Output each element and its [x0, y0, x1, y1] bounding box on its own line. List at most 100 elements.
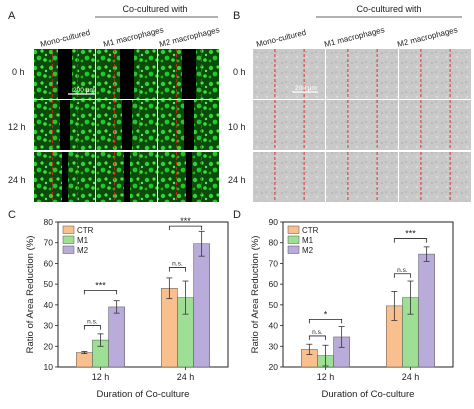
x-axis-label: Duration of Co-culture	[322, 389, 415, 400]
panel-a-wound-gap	[122, 100, 132, 150]
plot-frame	[282, 221, 454, 368]
significance-bracket	[308, 335, 326, 340]
panel-b-image	[399, 100, 471, 150]
legend-label: CTR	[77, 226, 94, 235]
significance-bracket	[168, 225, 203, 231]
significance-label: n.s.	[397, 267, 408, 274]
panel-b-image	[399, 49, 471, 99]
panel-a-wound-gap	[184, 100, 194, 150]
panel-a-wound-gap	[62, 152, 68, 202]
panel-a-wound-gap	[186, 152, 192, 202]
plot-frame	[57, 221, 229, 368]
panel-a-scale-bar: 200 μm	[73, 87, 95, 94]
panel-b-image	[326, 100, 398, 150]
panel-b-image	[326, 152, 398, 202]
panel-a-header: Co-cultured with	[122, 4, 187, 14]
significance-label: *	[324, 309, 328, 319]
y-tick-label: 60	[269, 279, 279, 289]
panel-a-wound-gap	[182, 49, 196, 99]
y-tick-label: 40	[269, 321, 279, 331]
y-tick-label: 30	[269, 341, 279, 351]
y-tick-label: 70	[269, 258, 279, 268]
panel-b-image	[399, 152, 471, 202]
x-tick-label: 24 h	[177, 372, 195, 382]
panel-b-row-label: 24 h	[228, 175, 246, 185]
x-tick-label: 12 h	[92, 372, 110, 382]
significance-bracket	[168, 267, 186, 272]
panel-a-wound-gap	[60, 100, 70, 150]
panel-a-col-label: Mono-cultured	[39, 28, 91, 49]
significance-label: ***	[180, 216, 191, 226]
panel-b-image	[253, 152, 325, 202]
panel-a-row-label: 24 h	[8, 175, 26, 185]
legend-swatch	[287, 245, 300, 254]
panel-b-image	[326, 49, 398, 99]
panel-a-row-label: 0 h	[12, 67, 25, 77]
bar-ctr	[76, 352, 93, 368]
y-tick-label: 80	[269, 238, 279, 248]
panel-a-wound-gap	[120, 49, 134, 99]
legend-swatch	[287, 225, 300, 234]
significance-label: n.s.	[172, 261, 183, 268]
y-tick-label: 30	[44, 321, 54, 331]
panel-b-col-label: Mono-cultured	[255, 28, 307, 49]
legend-swatch	[62, 235, 75, 244]
y-axis-label: Ratio of Area Reduction (%)	[25, 236, 36, 354]
y-tick-label: 20	[269, 362, 279, 372]
bar-m2	[108, 306, 125, 368]
panel-b-row-label: 0 h	[233, 67, 246, 77]
panel-b-col-label: M1 macrophages	[323, 25, 385, 49]
panel-a-col-label: M2 macrophages	[158, 25, 220, 49]
panel-a-wound-gap	[58, 49, 72, 99]
legend-swatch	[62, 245, 75, 254]
significance-label: n.s.	[312, 329, 323, 336]
legend-label: M1	[77, 236, 89, 245]
y-tick-label: 70	[44, 238, 54, 248]
significance-label: n.s.	[87, 319, 98, 326]
panel-b-col-label: M2 macrophages	[396, 25, 458, 49]
bar-ctr	[161, 288, 178, 368]
y-tick-label: 90	[269, 217, 279, 227]
panel-b-micrographs: B Co-cultured with Mono-cultured M1 macr…	[228, 4, 471, 202]
legend-label: M2	[302, 246, 314, 255]
panel-b-header: Co-cultured with	[356, 4, 421, 14]
legend-label: M2	[77, 246, 89, 255]
significance-bracket	[393, 273, 411, 278]
panel-b-image	[253, 100, 325, 150]
significance-bracket	[83, 289, 118, 295]
chart-d: D 20 30 40 50 60 70 80 90 12 h n.s. * 24 h n.s. *** CTR…	[233, 209, 454, 400]
legend-label: CTR	[302, 226, 319, 235]
significance-bracket	[393, 238, 428, 243]
y-tick-label: 20	[44, 341, 54, 351]
y-tick-label: 40	[44, 300, 54, 310]
x-tick-label: 24 h	[402, 372, 420, 382]
panel-b-letter: B	[233, 10, 240, 22]
panel-a-letter: A	[8, 10, 16, 22]
y-tick-label: 50	[44, 279, 54, 289]
panel-b-scale-bar: 200 μm	[295, 85, 317, 92]
significance-label: ***	[405, 229, 416, 239]
y-tick-label: 60	[44, 258, 54, 268]
legend-swatch	[287, 235, 300, 244]
legend-label: M1	[302, 236, 314, 245]
panel-b-image	[253, 49, 325, 99]
panel-a-wound-gap	[124, 152, 130, 202]
y-axis-label: Ratio of Area Reduction (%)	[250, 236, 261, 354]
panel-b-row-label: 10 h	[228, 122, 246, 132]
panel-a-col-label: M1 macrophages	[102, 25, 164, 49]
bar-m2	[418, 253, 435, 368]
x-axis-label: Duration of Co-culture	[97, 389, 190, 400]
panel-a-micrographs: A Co-cultured with Mono-cultured M1 macr…	[8, 4, 220, 202]
x-tick-label: 12 h	[317, 372, 335, 382]
panel-letter: D	[233, 209, 241, 221]
significance-label: ***	[95, 280, 106, 290]
bar-m2	[193, 243, 210, 368]
significance-bracket	[83, 325, 101, 330]
significance-bracket	[308, 318, 343, 324]
y-tick-label: 50	[269, 300, 279, 310]
legend-swatch	[62, 225, 75, 234]
y-tick-label: 10	[44, 362, 54, 372]
chart-c: C 10 20 30 40 50 60 70 80 12 h n.s. *** 24 h n.s. *** C…	[8, 209, 229, 400]
y-tick-label: 80	[44, 217, 54, 227]
